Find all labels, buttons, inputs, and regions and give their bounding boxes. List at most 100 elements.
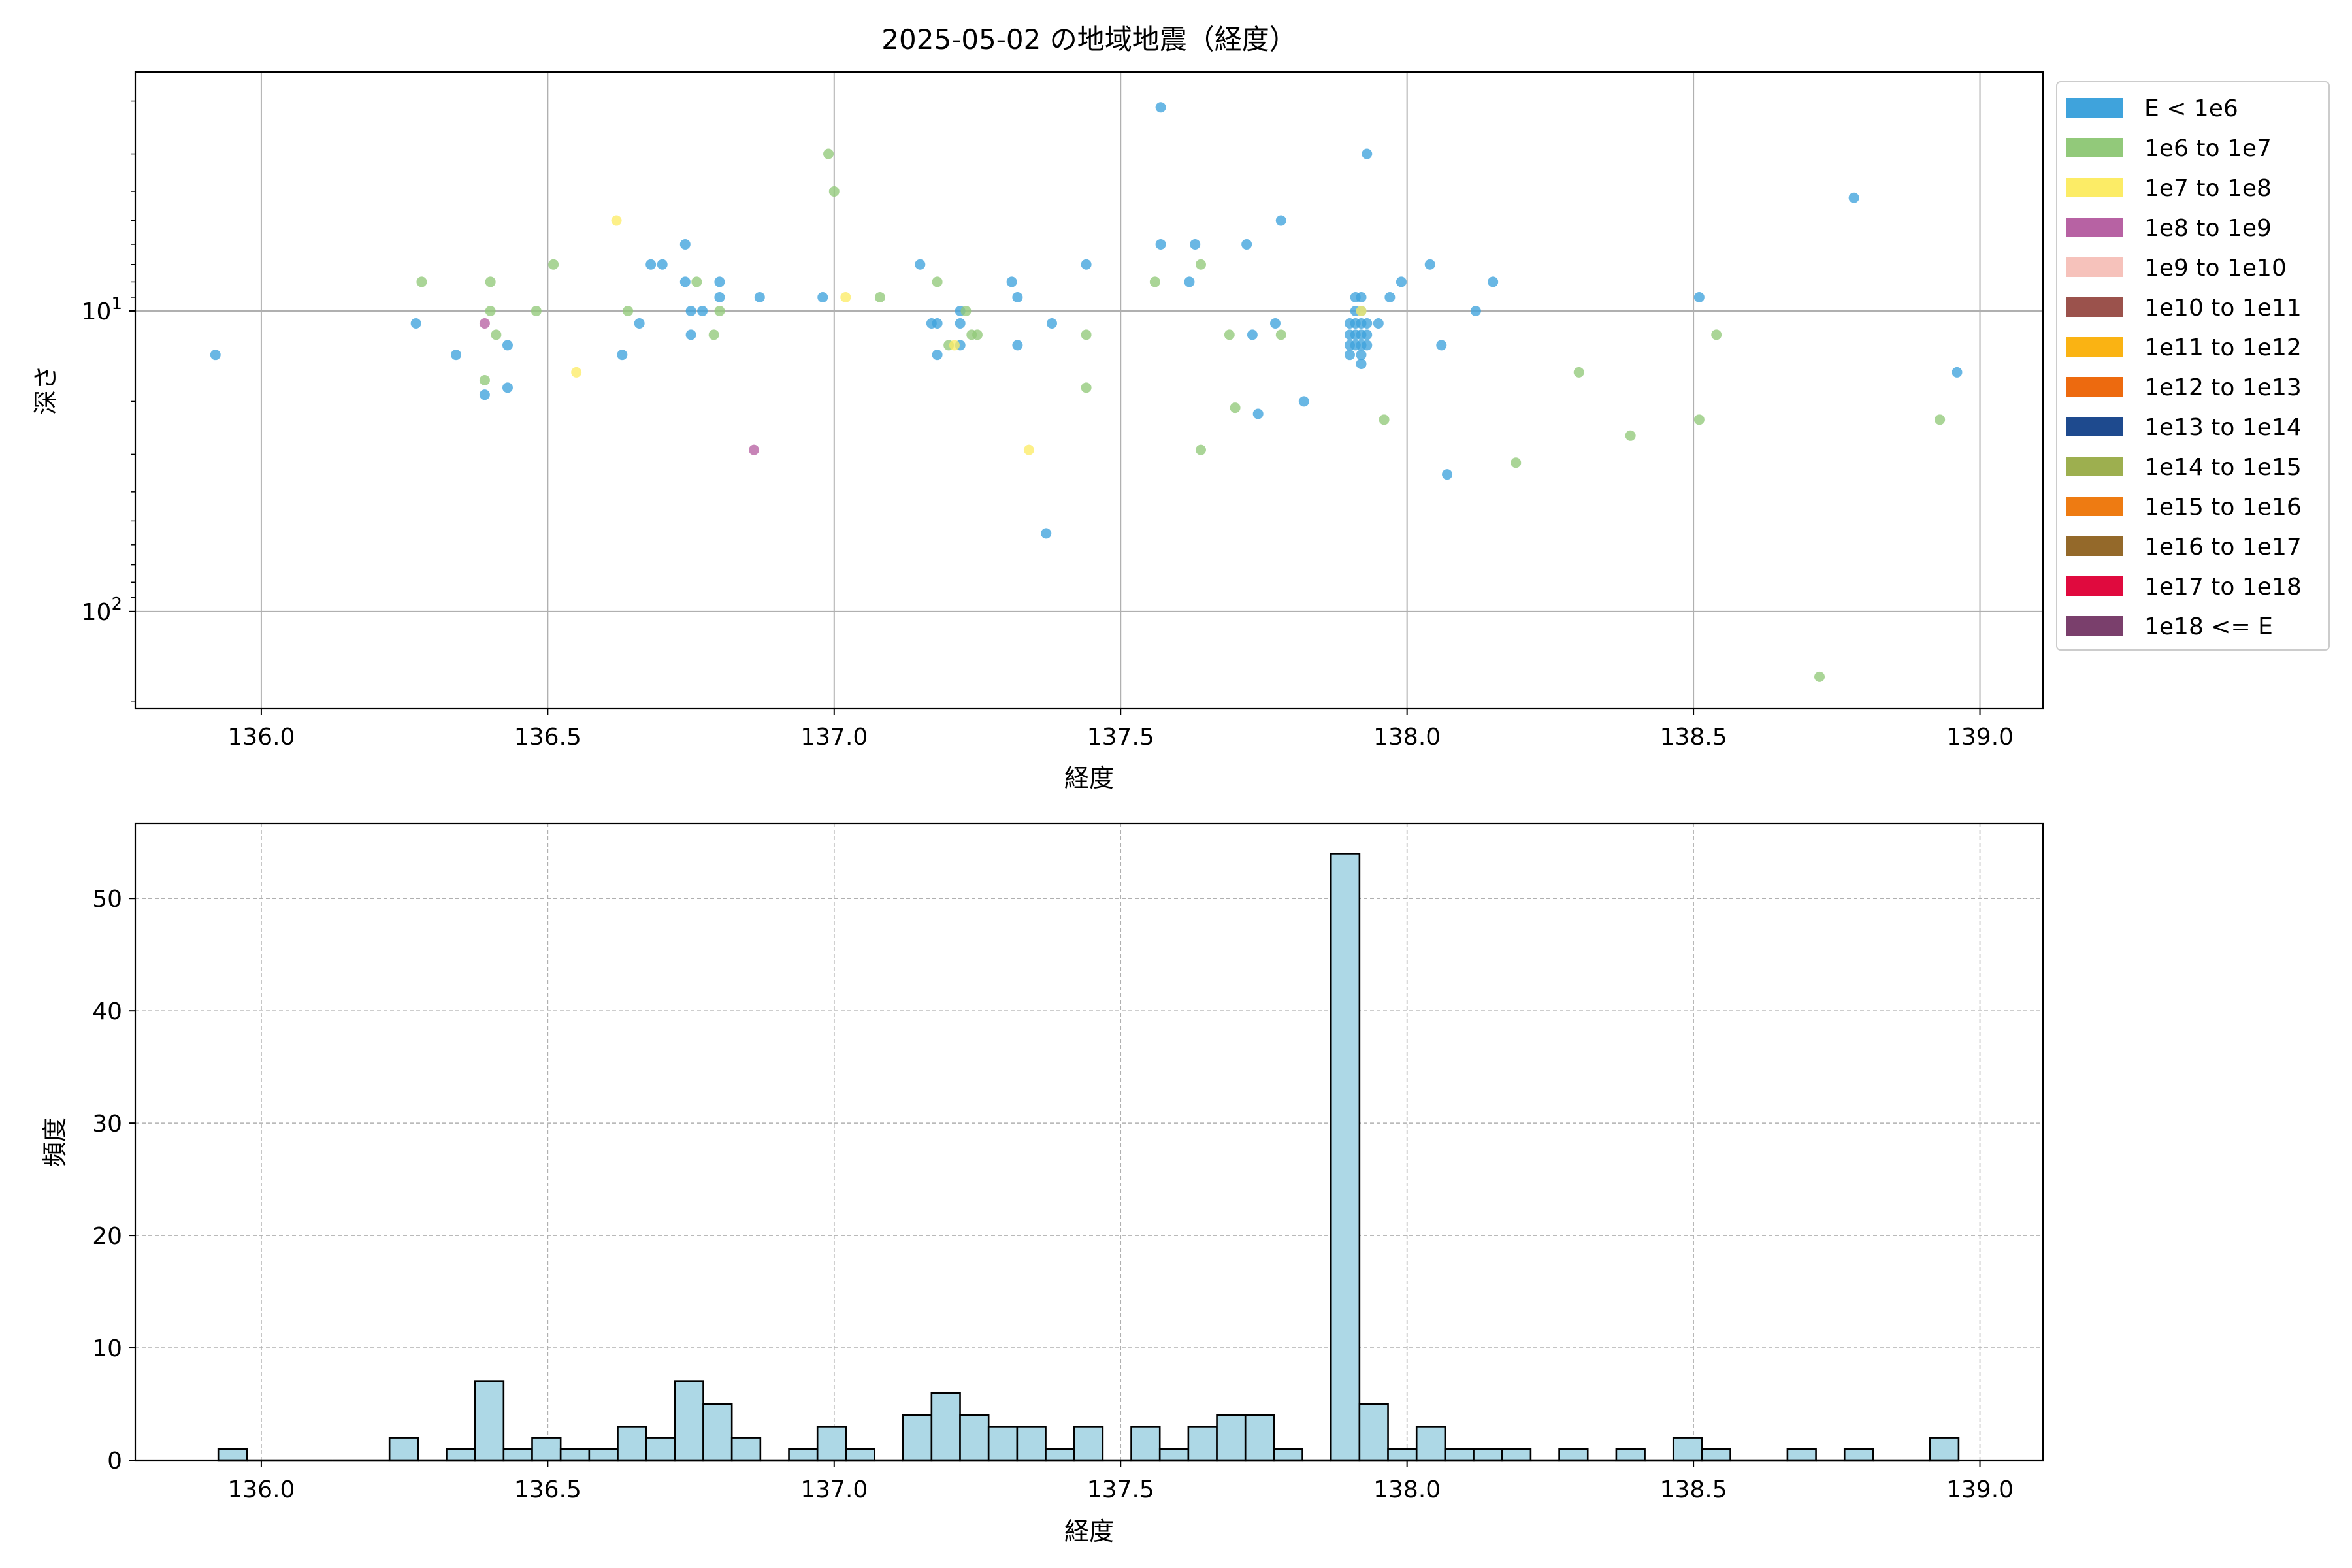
histogram-bar: [1843, 1448, 1874, 1462]
scatter-point: [479, 374, 490, 385]
scatter-point: [960, 305, 972, 316]
scatter-point: [691, 276, 702, 287]
histogram-bar: [816, 1426, 847, 1462]
scatter-point: [749, 444, 760, 455]
histogram-bar: [959, 1414, 990, 1462]
histogram-bar: [1473, 1448, 1503, 1462]
histogram-bar: [1130, 1426, 1161, 1462]
scatter-point: [502, 382, 513, 393]
scatter-point: [1362, 340, 1373, 351]
scatter-point: [1155, 102, 1166, 113]
histogram-bar: [845, 1448, 875, 1462]
histogram-x-tick-label: 138.5: [1660, 1477, 1727, 1503]
scatter-grid: [135, 72, 2043, 708]
histogram-bar: [1501, 1448, 1532, 1462]
scatter-point: [1693, 414, 1705, 425]
histogram-x-tick-label: 137.5: [1087, 1477, 1154, 1503]
histogram-y-tick-label: 10: [92, 1335, 122, 1362]
scatter-point: [1012, 291, 1023, 302]
histogram-bar: [1244, 1414, 1275, 1462]
scatter-point: [1379, 414, 1390, 425]
scatter-point: [1573, 367, 1584, 378]
scatter-point: [1269, 318, 1281, 329]
scatter-point: [451, 350, 462, 361]
histogram-bar: [474, 1380, 505, 1462]
histogram-bar: [617, 1426, 647, 1462]
histogram-y-axis-label: 頻度: [41, 1117, 69, 1167]
scatter-point: [548, 259, 559, 270]
scatter-point: [697, 305, 708, 316]
legend-label: 1e16 to 1e17: [2144, 534, 2302, 561]
scatter-point: [1195, 444, 1206, 455]
scatter-point: [571, 367, 582, 378]
histogram-bar: [702, 1403, 733, 1462]
scatter-point: [1373, 318, 1384, 329]
scatter-point: [634, 318, 645, 329]
histogram-bar: [1415, 1426, 1446, 1462]
legend-label: 1e17 to 1e18: [2144, 574, 2302, 600]
histogram-bar: [730, 1437, 762, 1462]
histogram-x-tick-label: 136.0: [227, 1477, 295, 1503]
histogram-bar: [1045, 1448, 1075, 1462]
scatter-point: [657, 259, 668, 270]
legend-label: 1e15 to 1e16: [2144, 494, 2302, 521]
histogram-bars: [217, 853, 1960, 1462]
scatter-x-tick-label: 137.5: [1087, 724, 1154, 751]
scatter-point: [1012, 340, 1023, 351]
scatter-point: [611, 215, 622, 226]
histogram-bar: [1016, 1426, 1047, 1462]
scatter-point: [1081, 259, 1092, 270]
scatter-x-tick-label: 136.0: [227, 724, 295, 751]
scatter-point: [714, 305, 725, 316]
scatter-point: [1298, 396, 1309, 407]
scatter-point: [1384, 291, 1396, 302]
histogram-x-tick-label: 139.0: [1946, 1477, 2014, 1503]
scatter-point: [685, 305, 696, 316]
histogram-bar: [1615, 1448, 1646, 1462]
scatter-point: [1190, 238, 1201, 250]
histogram-bar: [930, 1392, 961, 1462]
legend: E < 1e6 1e6 to 1e7 1e7 to 1e8 1e8 to 1e9 1e9…: [2056, 81, 2330, 651]
legend-swatch: [2066, 98, 2123, 118]
scatter-point: [210, 350, 221, 361]
scatter-point: [1023, 444, 1034, 455]
histogram-bar: [502, 1448, 533, 1462]
scatter-point: [1241, 238, 1252, 250]
scatter-x-tick-label: 136.5: [514, 724, 581, 751]
legend-frame: [2056, 81, 2330, 651]
legend-swatch: [2066, 457, 2123, 476]
histogram-bar: [1158, 1448, 1190, 1462]
histogram-y-tick-label: 50: [92, 886, 122, 913]
histogram-bar: [588, 1448, 619, 1462]
scatter-point: [1424, 259, 1435, 270]
scatter-point: [502, 340, 513, 351]
scatter-point: [1155, 238, 1166, 250]
scatter-point: [1511, 457, 1522, 468]
legend-swatch: [2066, 218, 2123, 237]
histogram-bar: [531, 1437, 562, 1462]
scatter-point: [1436, 340, 1447, 351]
scatter-point: [1362, 329, 1373, 340]
histogram-bar: [1273, 1448, 1303, 1462]
scatter-point: [932, 350, 943, 361]
scatter-point: [1488, 276, 1499, 287]
scatter-x-tick-label: 137.0: [800, 724, 868, 751]
scatter-point: [1149, 276, 1160, 287]
scatter-point: [823, 148, 834, 159]
scatter-point: [645, 259, 657, 270]
legend-label: 1e9 to 1e10: [2144, 255, 2287, 282]
histogram-bar: [1444, 1448, 1475, 1462]
legend-swatch: [2066, 337, 2123, 357]
scatter-point: [1935, 414, 1946, 425]
histogram-bar: [446, 1448, 476, 1462]
scatter-point: [1252, 408, 1264, 419]
scatter-point: [1184, 276, 1195, 287]
legend-label: E < 1e6: [2144, 95, 2238, 122]
histogram-bar: [645, 1437, 676, 1462]
legend-swatch: [2066, 297, 2123, 317]
scatter-point: [1814, 671, 1825, 682]
histogram-bar: [559, 1448, 591, 1462]
histogram-y-ticks: 0 10 20 30 40 50: [92, 886, 135, 1475]
legend-label: 1e12 to 1e13: [2144, 374, 2302, 401]
